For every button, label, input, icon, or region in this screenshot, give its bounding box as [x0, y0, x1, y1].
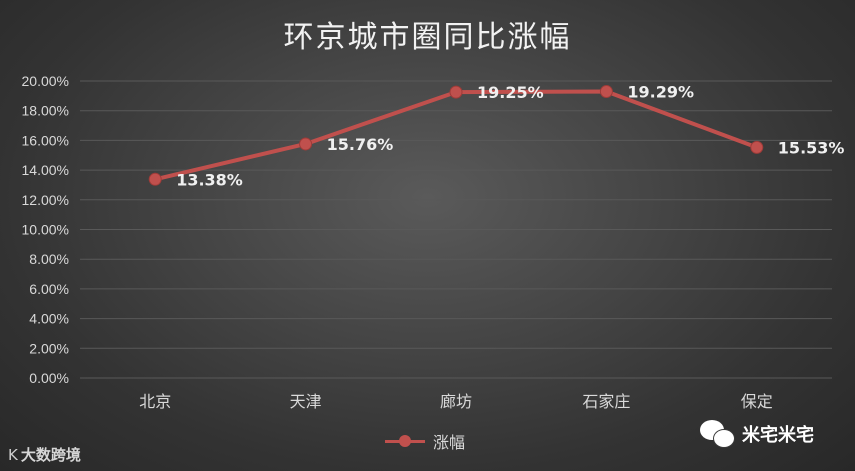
data-label: 19.29%	[627, 83, 694, 102]
y-tick-label: 0.00%	[29, 370, 69, 386]
y-tick-label: 2.00%	[29, 340, 69, 356]
data-point	[599, 85, 613, 99]
data-label: 15.53%	[778, 138, 845, 157]
legend-line-marker	[383, 435, 427, 447]
data-label: 15.76%	[327, 135, 394, 154]
y-tick-label: 4.00%	[29, 311, 69, 327]
legend: 涨幅	[383, 430, 465, 452]
data-point	[449, 85, 463, 99]
chart-title: 环京城市圈同比涨幅	[283, 20, 572, 55]
series-line-path	[153, 89, 759, 182]
y-axis-ticks: 0.00% 2.00% 4.00% 6.00% 8.00% 10.00% 12.00% 14.…	[22, 73, 69, 386]
gridlines	[80, 80, 832, 379]
x-tick-label: 北京	[139, 392, 171, 411]
x-tick-label: 石家庄	[582, 392, 630, 411]
watermark-right: 米宅米宅	[700, 418, 814, 450]
y-tick-label: 8.00%	[29, 251, 69, 267]
data-labels: 13.38% 15.76% 19.25% 19.29% 15.53%	[176, 83, 844, 190]
y-tick-label: 12.00%	[22, 192, 69, 208]
legend-label: 涨幅	[433, 433, 466, 452]
data-point	[750, 140, 764, 154]
data-point	[148, 172, 162, 186]
x-tick-label: 廊坊	[440, 392, 472, 411]
y-tick-label: 14.00%	[22, 162, 69, 178]
y-tick-label: 20.00%	[22, 73, 69, 89]
watermark-left-text: 大数跨境	[20, 446, 81, 464]
watermark-right-text: 米宅米宅	[742, 425, 814, 446]
x-tick-label: 天津	[290, 392, 322, 411]
data-point	[299, 137, 313, 151]
y-tick-label: 18.00%	[22, 103, 69, 119]
data-label: 19.25%	[477, 83, 544, 102]
y-tick-label: 6.00%	[29, 281, 69, 297]
series-line	[148, 85, 764, 186]
y-tick-label: 16.00%	[22, 132, 69, 148]
wechat-icon	[700, 420, 735, 448]
data-label: 13.38%	[176, 170, 243, 189]
y-tick-label: 10.00%	[22, 222, 69, 238]
watermark-left: K 大数跨境	[8, 444, 81, 465]
x-tick-label: 保定	[741, 392, 773, 411]
x-axis-ticks: 北京 天津 廊坊 石家庄 保定	[139, 392, 773, 411]
brand-logo-icon: K	[8, 445, 18, 464]
